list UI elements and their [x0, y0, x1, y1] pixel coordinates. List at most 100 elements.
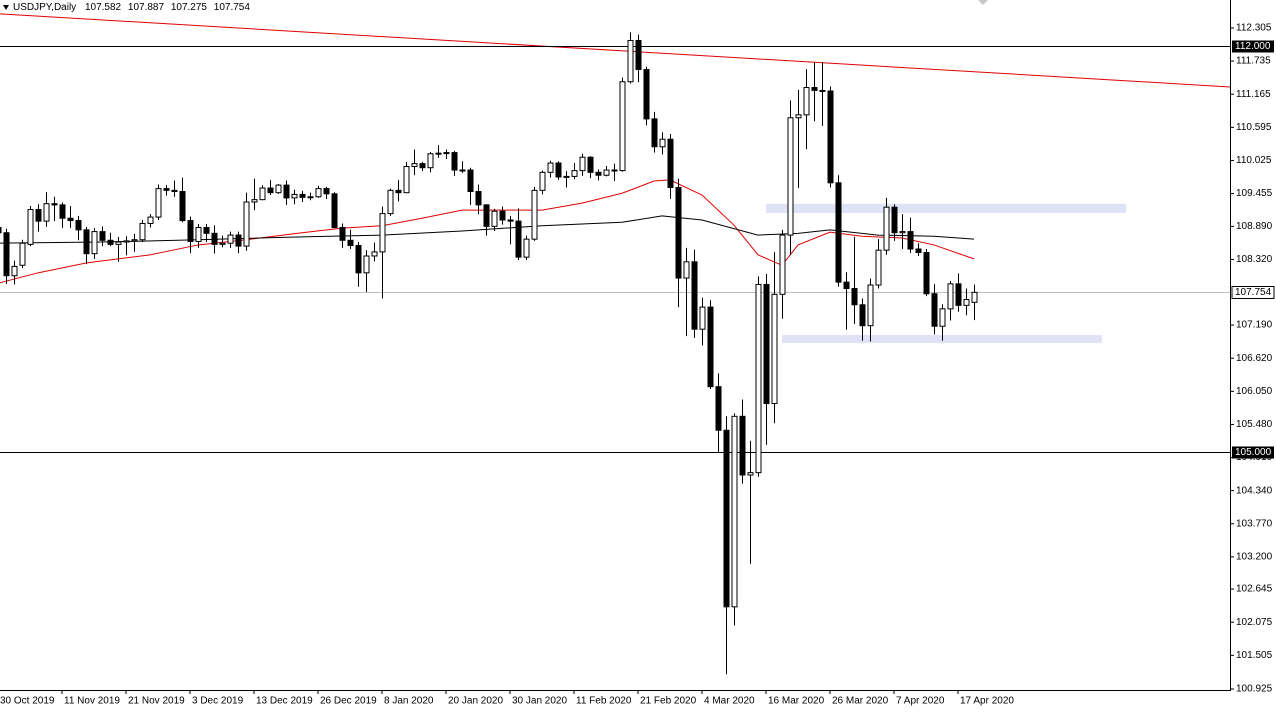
candle-body: [867, 284, 874, 327]
candle-body: [507, 219, 514, 222]
candle-body: [795, 114, 802, 119]
candle-body: [635, 39, 642, 71]
y-tick-label: 107.190: [1236, 320, 1273, 331]
candle-body: [195, 227, 202, 242]
candle-body: [27, 209, 34, 245]
candle-body: [131, 239, 138, 242]
candle-body: [971, 291, 978, 303]
candle-body: [395, 189, 402, 194]
candle-body: [651, 118, 658, 148]
candle-body: [203, 227, 210, 234]
candle-body: [555, 162, 562, 178]
candle-body: [435, 152, 442, 155]
x-tick-label: 20 Jan 2020: [448, 696, 503, 707]
candle-body: [779, 234, 786, 295]
candle-body: [691, 261, 698, 330]
y-tick-label: 106.620: [1236, 353, 1273, 364]
candle-body: [403, 166, 410, 194]
candle-body: [443, 152, 450, 155]
candle-body: [699, 306, 706, 330]
candle-body: [851, 288, 858, 306]
candle-body: [331, 193, 338, 229]
candle-body: [451, 152, 458, 171]
candle-body: [243, 201, 250, 247]
candle-body: [659, 138, 666, 148]
candle-body: [347, 239, 354, 247]
candle-body: [43, 203, 50, 222]
candle-body: [419, 163, 426, 169]
candle-body: [675, 186, 682, 279]
y-tick-label: 104.340: [1236, 485, 1273, 496]
candle-body: [619, 81, 626, 172]
candle-body: [803, 87, 810, 116]
chart-shift-marker[interactable]: [978, 0, 988, 5]
candle-body: [227, 234, 234, 244]
candle-body: [315, 188, 322, 198]
candle-body: [307, 196, 314, 199]
candle-body: [931, 293, 938, 327]
candle-body: [667, 138, 674, 188]
candle-body: [939, 308, 946, 327]
price-label: 107.754: [1235, 287, 1272, 298]
y-tick-label: 103.770: [1236, 518, 1273, 529]
x-tick-label: 8 Jan 2020: [384, 696, 434, 707]
candle-body: [771, 293, 778, 405]
candle-body: [83, 229, 90, 255]
candle-body: [299, 193, 306, 198]
candle-body: [275, 184, 282, 194]
candle-body: [891, 206, 898, 234]
y-tick-label: 101.505: [1236, 650, 1273, 661]
candle-body: [411, 163, 418, 168]
candle-body: [643, 69, 650, 120]
candles: [0, 32, 978, 675]
candle-body: [467, 169, 474, 193]
candle-body: [899, 231, 906, 234]
candle-body: [571, 170, 578, 177]
y-tick-label: 108.890: [1236, 221, 1273, 232]
x-tick-label: 16 Mar 2020: [768, 696, 825, 707]
price-axis: 112.305 111.735 111.165 110.595 110.025 109.4…: [1230, 23, 1273, 695]
y-tick-label: 110.595: [1236, 122, 1272, 133]
candle-body: [283, 184, 290, 199]
candle-body: [291, 193, 298, 199]
candle-body: [355, 245, 362, 274]
horizontal-line-label-box: [1232, 446, 1274, 459]
candle-body: [523, 238, 530, 258]
y-tick-label: 110.025: [1236, 155, 1272, 166]
candle-body: [627, 39, 634, 83]
header-close: 107.754: [214, 2, 251, 13]
candle-body: [875, 249, 882, 286]
candle-body: [731, 415, 738, 608]
candle-body: [611, 169, 618, 172]
candle-body: [363, 255, 370, 274]
time-axis: 30 Oct 2019 11 Nov 2019 21 Nov 2019 3 Dec 2…: [0, 690, 1014, 707]
candle-body: [219, 242, 226, 245]
x-tick-label: 26 Mar 2020: [832, 696, 889, 707]
candle-body: [747, 472, 754, 476]
candle-body: [387, 189, 394, 215]
candle-body: [139, 222, 146, 241]
overlay-lines: [0, 13, 1231, 453]
candle-body: [339, 227, 346, 241]
candle-body: [323, 188, 330, 195]
candle-body: [587, 156, 594, 173]
y-tick-label: 102.075: [1236, 617, 1273, 628]
candle-body: [91, 231, 98, 255]
horizontal-line-label: 112.000: [1235, 41, 1271, 52]
candle-body: [75, 220, 82, 231]
y-tick-label: 108.320: [1236, 254, 1273, 265]
candle-body: [235, 234, 242, 247]
candle-body: [907, 231, 914, 250]
candle-body: [67, 217, 74, 222]
candle-body: [739, 415, 746, 476]
candle-body: [915, 248, 922, 253]
x-tick-label: 13 Dec 2019: [256, 696, 313, 707]
symbol-title: USDJPY,Daily: [13, 2, 76, 13]
candle-body: [115, 241, 122, 245]
x-tick-label: 21 Nov 2019: [128, 696, 185, 707]
candle-body: [259, 187, 266, 201]
header-open: 107.582: [85, 2, 122, 13]
candle-body: [947, 283, 954, 310]
menu-triangle[interactable]: [3, 5, 9, 10]
